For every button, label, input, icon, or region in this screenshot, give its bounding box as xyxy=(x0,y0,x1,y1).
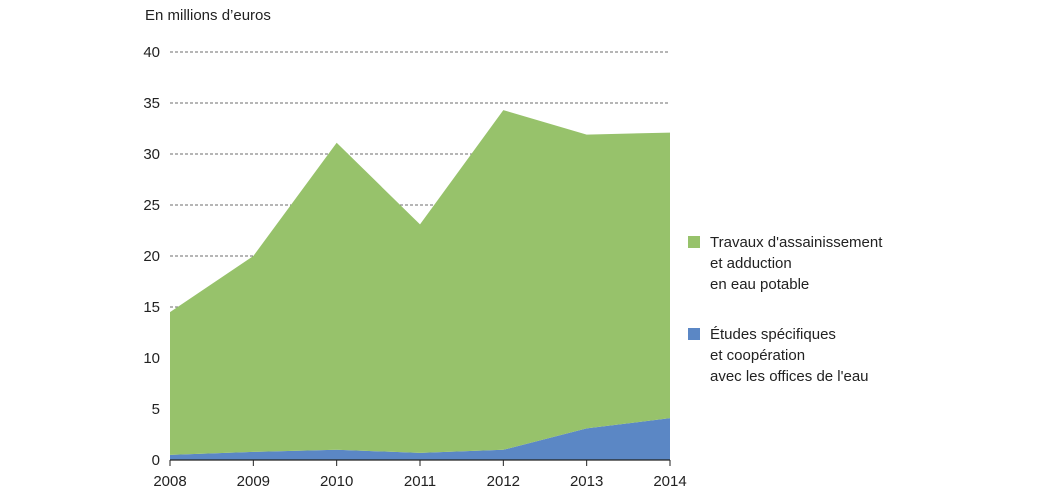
y-axis-unit-label: En millions d’euros xyxy=(145,7,271,24)
legend-swatch-travaux xyxy=(688,236,700,248)
x-tick-label: 2011 xyxy=(404,473,436,490)
legend-swatch-etudes xyxy=(688,328,700,340)
area-series-1 xyxy=(170,110,670,455)
y-tick-label: 25 xyxy=(143,197,160,214)
legend-label-travaux: Travaux d'assainissement et adduction en… xyxy=(710,234,883,293)
y-tick-label: 5 xyxy=(152,401,160,418)
x-tick-labels: 2008 2009 2010 2011 2012 2013 2014 xyxy=(153,473,686,490)
area-series xyxy=(170,110,670,460)
x-tick-label: 2010 xyxy=(320,473,353,490)
y-tick-label: 20 xyxy=(143,248,160,265)
y-tick-label: 40 xyxy=(143,44,160,61)
legend-label-etudes: Études spécifiques et coopération avec l… xyxy=(710,326,869,385)
axes xyxy=(169,459,671,466)
x-tick-label: 2009 xyxy=(237,473,270,490)
area-series-0 xyxy=(170,418,670,460)
x-tick-label: 2013 xyxy=(570,473,603,490)
y-tick-label: 30 xyxy=(143,146,160,163)
y-tick-label: 10 xyxy=(143,350,160,367)
x-tick-label: 2014 xyxy=(653,473,686,490)
x-tick-label: 2012 xyxy=(487,473,520,490)
y-tick-label: 0 xyxy=(152,452,160,469)
x-tick-label: 2008 xyxy=(153,473,186,490)
y-tick-labels: 0 5 10 15 20 25 30 35 40 xyxy=(143,44,160,469)
y-tick-label: 35 xyxy=(143,95,160,112)
y-tick-label: 15 xyxy=(143,299,160,316)
